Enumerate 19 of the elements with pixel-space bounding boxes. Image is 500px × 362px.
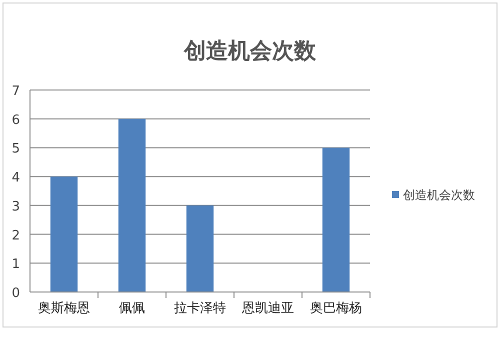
y-tick-label: 4 [12,170,20,186]
y-tick-label: 3 [12,199,20,214]
x-tick-label: 奥巴梅杨 [310,301,362,316]
x-tick-label: 恩凯迪亚 [241,301,294,316]
bar [50,176,78,292]
legend-label: 创造机会次数 [403,188,475,202]
y-tick-label: 0 [12,286,20,301]
x-tick-label: 奥斯梅恩 [38,301,90,316]
y-tick-label: 5 [12,142,20,157]
y-tick-label: 7 [12,84,20,99]
y-tick-label: 2 [12,228,20,244]
bar [118,118,146,292]
x-tick-label: 拉卡泽特 [174,301,226,316]
x-tick-label: 佩佩 [119,301,145,316]
bar [322,148,350,292]
y-tick-label: 1 [12,257,20,272]
chart-title: 创造机会次数 [183,39,317,64]
bar [186,205,214,292]
y-tick-label: 6 [12,112,20,128]
